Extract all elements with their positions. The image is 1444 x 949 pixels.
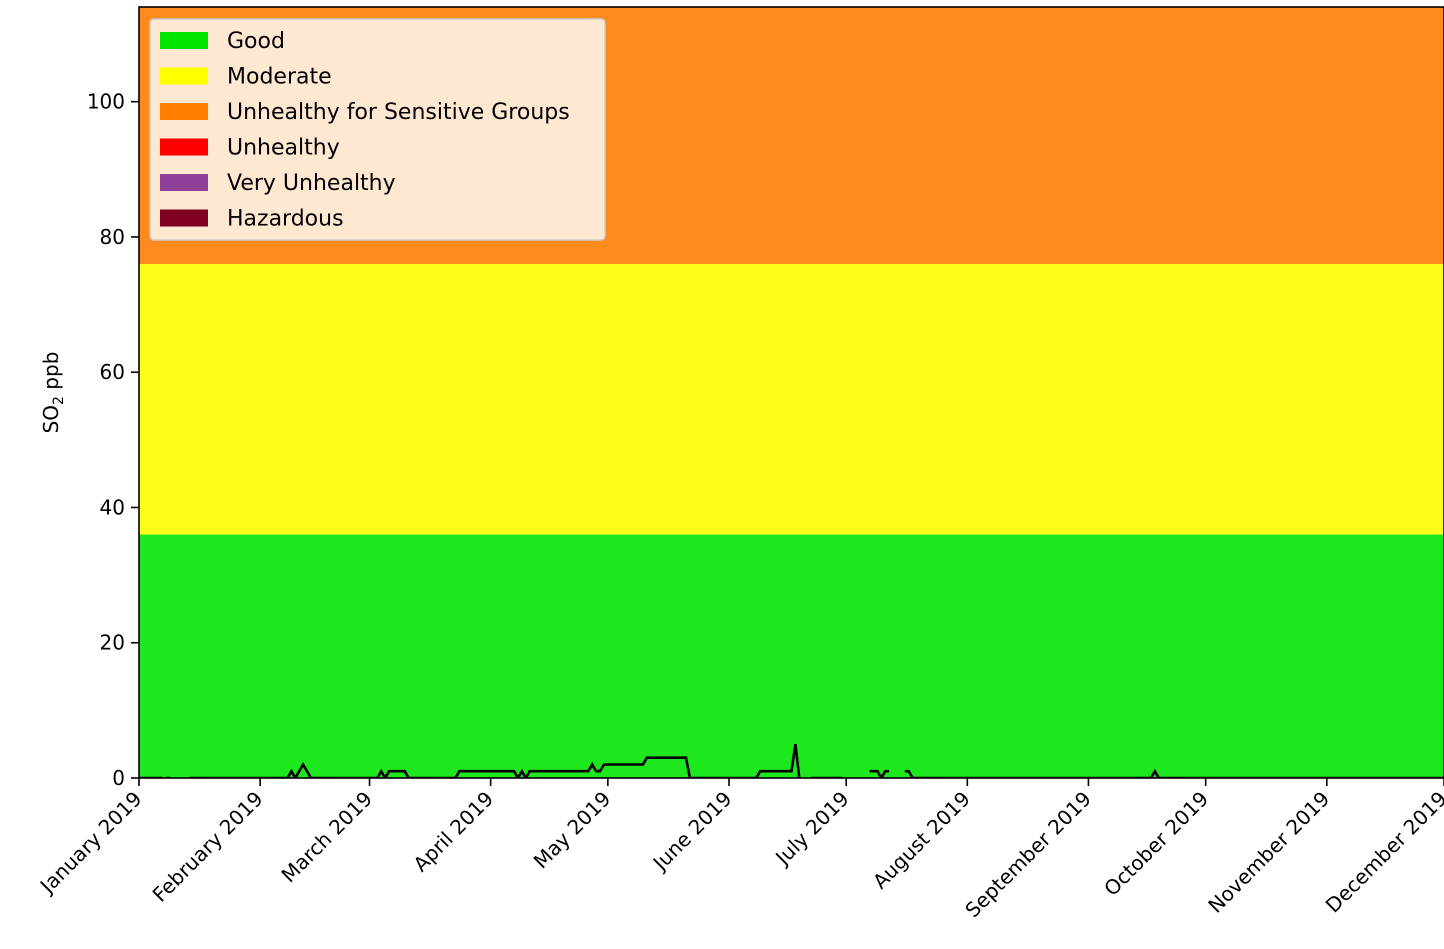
- so2-series: [139, 744, 1444, 778]
- x-tick-label: April 2019: [408, 787, 498, 877]
- y-tick-label: 80: [100, 225, 125, 249]
- legend-swatch: [160, 67, 208, 85]
- x-tick-label: June 2019: [647, 787, 737, 877]
- legend-entry-label: Unhealthy for Sensitive Groups: [227, 100, 570, 125]
- legend-entry-label: Hazardous: [227, 207, 344, 232]
- legend-swatch: [160, 103, 208, 120]
- legend-box: [149, 18, 606, 241]
- y-tick-label: 20: [100, 631, 125, 655]
- legend-swatch: [160, 209, 208, 227]
- legend: Good Moderate Unhealthy for Sensitive Grou…: [149, 18, 606, 241]
- plot-frame: [138, 6, 1444, 779]
- legend-swatch: [160, 138, 208, 156]
- x-tick-label: May 2019: [529, 787, 616, 874]
- x-tick-label: August 2019: [868, 787, 975, 894]
- x-tick-label: October 2019: [1099, 787, 1213, 901]
- x-tick-label: December 2019: [1321, 787, 1444, 918]
- legend-entry-label: Unhealthy: [227, 136, 340, 161]
- y-tick-label: 60: [100, 360, 125, 384]
- x-axis: January 2019 February 2019 March 2019 April…: [34, 778, 1444, 922]
- y-axis-label-main: SO: [39, 405, 63, 433]
- legend-swatch: [160, 174, 208, 191]
- x-tick-label: September 2019: [960, 787, 1096, 923]
- y-axis-label-unit: ppb: [39, 352, 63, 396]
- series-line-segment: [189, 744, 801, 778]
- y-tick-label: 100: [87, 90, 125, 114]
- band-good: [139, 534, 1444, 778]
- legend-entry-label: Very Unhealthy: [227, 171, 396, 196]
- x-tick-label: July 2019: [769, 787, 853, 871]
- x-tick-label: February 2019: [148, 787, 268, 907]
- y-axis-label: SO2 ppb: [39, 352, 67, 434]
- x-tick-label: January 2019: [34, 787, 146, 899]
- y-axis: 0 20 40 60 80 100: [87, 90, 139, 790]
- y-tick-label: 40: [100, 495, 125, 519]
- series-line-segment: [869, 769, 890, 778]
- x-tick-label: November 2019: [1203, 787, 1334, 918]
- y-tick-label: 0: [112, 766, 125, 790]
- legend-entry-label: Moderate: [227, 65, 332, 90]
- series-line-segment: [904, 768, 1444, 778]
- band-moderate: [139, 264, 1444, 535]
- legend-entry-label: Good: [227, 29, 285, 54]
- legend-swatch: [160, 32, 208, 49]
- y-axis-label-subscript: 2: [51, 396, 67, 405]
- x-tick-label: March 2019: [276, 787, 377, 888]
